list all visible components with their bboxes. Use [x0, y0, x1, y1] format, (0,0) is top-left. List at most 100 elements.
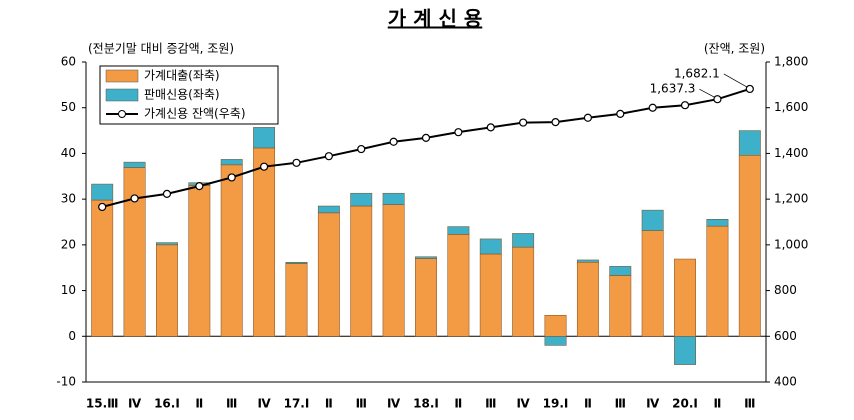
y-tick-label: 20: [61, 237, 76, 251]
y2-tick-label: 1,400: [774, 146, 808, 160]
bar: [350, 205, 373, 337]
bar: [576, 261, 599, 337]
line-marker: [130, 194, 139, 203]
y-tick-label: -10: [56, 375, 76, 389]
bar: [447, 234, 470, 337]
x-tick-label: 19.Ⅰ: [543, 397, 569, 411]
y2-tick-label: 800: [774, 283, 797, 297]
y2-tick-label: 1,800: [774, 55, 808, 69]
bar: [123, 167, 146, 337]
line-marker: [195, 182, 204, 191]
bar: [674, 258, 696, 337]
y2-tick-label: 1,200: [774, 192, 808, 206]
legend-label: 가계신용 잔액(우축): [144, 107, 246, 121]
bar: [479, 238, 502, 255]
bar: [156, 244, 178, 337]
line-marker: [583, 113, 593, 122]
leader-line: [723, 73, 748, 88]
line-marker: [162, 189, 172, 198]
y-tick-label: 10: [61, 283, 76, 297]
x-tick-label: Ⅲ: [744, 397, 755, 411]
x-tick-label: Ⅱ: [325, 397, 333, 411]
bar: [512, 233, 535, 248]
x-tick-label: Ⅳ: [517, 397, 531, 411]
y-tick-label: 40: [61, 146, 76, 160]
bar: [91, 199, 114, 337]
chart-title: 가 계 신 용: [388, 7, 483, 31]
x-tick-label: Ⅳ: [128, 397, 142, 411]
x-tick-label: Ⅲ: [485, 397, 496, 411]
x-tick-label: Ⅱ: [584, 397, 592, 411]
y2-axis-label: (잔액, 조원): [704, 42, 765, 56]
y-tick-label: 60: [61, 55, 76, 69]
y-axis-label: (전분기말 대비 증감액, 조원): [88, 42, 234, 56]
line-marker: [616, 109, 625, 118]
line-marker: [389, 137, 398, 146]
x-tick-label: 16.Ⅰ: [154, 397, 180, 411]
x-tick-label: Ⅳ: [387, 397, 401, 411]
bar: [156, 242, 178, 246]
bar: [415, 258, 437, 337]
bar: [706, 219, 729, 227]
bar: [285, 263, 308, 337]
bar: [285, 261, 308, 264]
x-tick-label: Ⅱ: [454, 397, 462, 411]
bar: [674, 336, 696, 365]
line-marker: [551, 118, 560, 127]
line-marker: [324, 152, 333, 161]
x-tick-label: Ⅱ: [713, 397, 721, 411]
bar: [188, 185, 211, 337]
line-marker: [98, 202, 107, 212]
y-tick-label: 50: [61, 100, 76, 114]
line-marker: [259, 162, 269, 171]
bar: [641, 230, 664, 337]
bar: [382, 204, 405, 337]
bar: [220, 164, 243, 337]
y2-tick-label: 400: [774, 375, 797, 389]
x-tick-label: 18.Ⅰ: [413, 397, 439, 411]
y2-tick-label: 1,600: [774, 100, 808, 114]
bar: [576, 259, 599, 263]
y2-tick-label: 600: [774, 329, 797, 343]
value-label: 1,682.1: [674, 66, 720, 80]
line-marker: [357, 144, 366, 154]
x-tick-label: Ⅳ: [646, 397, 660, 411]
legend-swatch: [105, 69, 139, 83]
bar: [738, 130, 761, 156]
legend-label: 판매신용(좌축): [144, 88, 220, 102]
x-tick-label: 17.Ⅰ: [284, 397, 310, 411]
bar: [220, 159, 243, 166]
x-tick-label: Ⅲ: [356, 397, 367, 411]
bar: [123, 161, 146, 168]
x-tick-label: Ⅲ: [615, 397, 626, 411]
line-marker: [486, 123, 495, 132]
x-tick-label: Ⅱ: [195, 397, 203, 411]
bar: [317, 205, 340, 214]
legend-marker: [118, 110, 126, 118]
bar: [253, 127, 276, 149]
line-marker: [227, 173, 236, 182]
line-marker: [680, 101, 690, 110]
bar: [609, 266, 632, 276]
bar: [512, 246, 535, 337]
bar: [415, 256, 437, 259]
x-tick-label: 15.Ⅲ: [86, 397, 119, 411]
bar: [706, 225, 729, 337]
line-marker: [745, 84, 754, 94]
y2-tick-label: 1,000: [774, 237, 808, 251]
line-marker: [421, 133, 431, 142]
bar: [91, 183, 114, 201]
bar: [641, 209, 664, 231]
line-marker: [454, 128, 463, 137]
bar: [479, 253, 502, 337]
bar: [609, 275, 632, 337]
bar: [382, 192, 405, 205]
line-marker: [648, 103, 657, 112]
x-tick-label: 20.Ⅰ: [672, 397, 698, 411]
y-tick-label: 30: [61, 192, 76, 206]
bar: [447, 226, 470, 235]
x-tick-label: Ⅲ: [226, 397, 237, 411]
bar: [738, 155, 761, 337]
bar: [544, 315, 567, 337]
legend-swatch: [105, 88, 139, 102]
